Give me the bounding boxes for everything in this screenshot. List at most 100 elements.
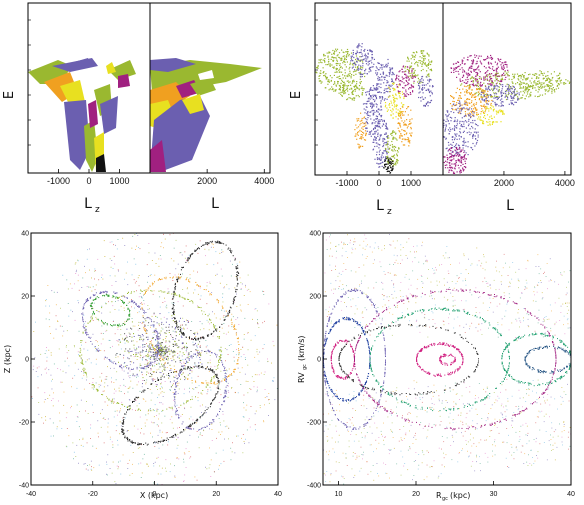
bl-orbit-point — [233, 301, 235, 303]
bl-point — [246, 289, 248, 291]
bl-orbit-point — [200, 245, 202, 247]
tr-l-point — [546, 79, 548, 81]
tr-l-point — [505, 94, 507, 96]
tr-lz-point — [355, 70, 357, 72]
bl-point — [166, 318, 168, 320]
tr-lz-point — [407, 66, 409, 68]
tr-l-point — [506, 88, 509, 90]
bl-point — [89, 286, 91, 288]
bl-point — [161, 363, 163, 365]
tr-lz-point — [423, 57, 425, 60]
tr-lz-point — [318, 62, 320, 64]
bl-point — [171, 317, 173, 319]
tr-l-point — [468, 67, 470, 69]
bl-point — [134, 375, 136, 377]
tr-lz-point — [317, 67, 319, 69]
tr-lz-point — [352, 53, 354, 55]
tr-lz-point — [405, 123, 407, 125]
tr-lz-point — [419, 60, 421, 62]
tr-l-point — [482, 122, 484, 125]
tr-lz-point — [331, 89, 333, 91]
bl-point — [141, 323, 143, 324]
bl-point — [156, 346, 158, 348]
bl-point — [153, 290, 155, 292]
tr-l-point — [460, 109, 462, 111]
bl-point — [162, 349, 164, 350]
bl-point — [137, 277, 139, 279]
bl-point — [172, 330, 174, 332]
bl-point — [99, 376, 101, 378]
bl-point — [232, 263, 233, 265]
tr-l-point — [461, 117, 463, 119]
tr-lz-point — [359, 78, 361, 80]
tr-lz-point — [368, 90, 370, 93]
tr-lz-point — [377, 163, 379, 165]
bl-point — [223, 287, 225, 289]
bl-point — [62, 274, 64, 276]
bl-point — [198, 447, 200, 449]
tr-l-point — [472, 81, 474, 83]
tr-lz-point — [385, 142, 387, 144]
tr-lz-point — [370, 105, 372, 107]
tr-l-point — [532, 87, 534, 90]
bl-point — [169, 381, 171, 383]
bl-point — [215, 274, 217, 276]
tr-lz-point — [391, 84, 393, 86]
tr-lz-point — [412, 75, 414, 77]
bl-point — [102, 390, 104, 392]
tr-l-point — [507, 71, 509, 73]
tr-l-point — [472, 133, 474, 136]
tr-lz-point — [334, 57, 336, 59]
tr-l-point — [498, 105, 500, 107]
tr-lz-point — [431, 70, 433, 72]
tr-lz-point — [354, 129, 356, 131]
tr-lz-point — [377, 135, 379, 137]
bl-point — [86, 401, 87, 402]
tr-l-point — [460, 92, 462, 94]
tr-l-point — [443, 122, 445, 124]
bl-point — [127, 284, 129, 286]
tr-lz-point — [386, 144, 388, 146]
bl-point — [195, 350, 197, 351]
tr-lz-point — [387, 142, 389, 144]
tr-l-point — [468, 120, 470, 122]
tr-lz-point — [405, 79, 407, 82]
tr-lz-point — [349, 62, 351, 64]
tr-lz-point — [380, 65, 383, 67]
tr-l-point — [522, 79, 524, 81]
tr-lz-point — [324, 55, 326, 57]
tr-lz-point — [359, 71, 362, 73]
bl-point — [55, 304, 57, 306]
tr-l-point — [506, 64, 508, 66]
tr-lz-point — [386, 66, 388, 68]
tr-lz-point — [377, 111, 379, 113]
tr-l-point — [444, 156, 446, 158]
tr-l-point — [476, 73, 478, 75]
bl-point — [145, 359, 147, 360]
bl-point — [180, 326, 182, 328]
tr-lz-point — [336, 48, 339, 50]
bl-point — [215, 325, 217, 327]
tr-lz-point — [394, 104, 396, 106]
tr-l-point — [488, 100, 490, 102]
bl-point — [254, 413, 256, 415]
tr-lz-point — [367, 64, 369, 66]
bl-point — [145, 414, 147, 416]
bl-point — [127, 468, 129, 469]
bl-point — [243, 354, 245, 355]
bl-point — [113, 392, 115, 394]
tr-l-point — [472, 135, 474, 137]
tr-frame-right — [442, 2, 572, 176]
tr-l-point — [538, 80, 540, 82]
bl-point — [242, 434, 244, 435]
tr-lz-point — [359, 146, 361, 148]
bl-point — [98, 345, 99, 346]
bl-point — [169, 364, 171, 366]
tr-l-point — [494, 87, 496, 89]
tr-lz-point — [385, 123, 387, 125]
bl-point — [209, 323, 211, 325]
bl-point — [151, 260, 153, 261]
tr-l-point — [521, 87, 523, 89]
bl-point — [84, 321, 86, 323]
tr-l-point — [522, 90, 524, 92]
